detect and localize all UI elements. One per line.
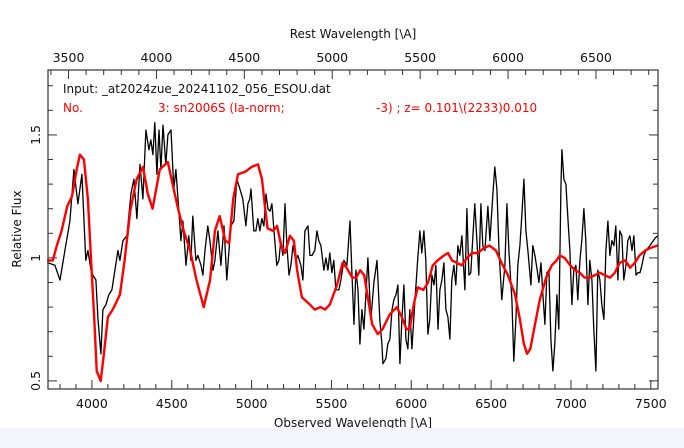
x2-tick-label: 6000 [492, 50, 524, 65]
x-tick-label: 5500 [316, 396, 348, 411]
y-tick-label: 1 [28, 254, 43, 262]
y-tick-label: 1.5 [28, 125, 43, 145]
x-tick-label: 6000 [395, 396, 427, 411]
x2-tick-label: 5500 [404, 50, 436, 65]
x2-tick-label: 6500 [580, 50, 612, 65]
x-tick-label: 7500 [635, 396, 667, 411]
legend-match-phase-redshift: -3) ; z= 0.101\(2233)0.010 [376, 101, 537, 115]
y-tick-label: 0.5 [28, 371, 43, 391]
legend-match-template: 3: sn2006S (Ia-norm; [158, 101, 285, 115]
y-axis-title: Relative Flux [10, 190, 24, 267]
plot-frame [47, 69, 659, 390]
input-spectrum-line [47, 121, 659, 372]
legend-match-number: No. [63, 101, 83, 115]
series-layer [46, 121, 659, 383]
legend-input-file: Input: _at2024zue_20241102_056_ESOU.dat [63, 82, 331, 96]
x-tick-label: 5000 [236, 396, 268, 411]
x-tick-label: 7000 [555, 396, 587, 411]
x2-axis-title: Rest Wavelength [\A] [290, 27, 417, 41]
x2-tick-label: 5000 [316, 50, 348, 65]
x-tick-label: 4000 [76, 396, 108, 411]
x2-tick-label: 3500 [53, 50, 85, 65]
x2-tick-label: 4500 [228, 50, 260, 65]
bottom-strip [0, 428, 684, 448]
x-tick-label: 6500 [475, 396, 507, 411]
tick-labels: 4000 4500 5000 5500 6000 6500 7000 7500 3500 4000… [28, 50, 667, 411]
spectrum-chart: 4000 4500 5000 5500 6000 6500 7000 7500 3500 4000… [10, 27, 667, 428]
template-fit-line [46, 153, 659, 383]
x2-tick-label: 4000 [141, 50, 173, 65]
x-tick-label: 4500 [156, 396, 188, 411]
axis-ticks [48, 70, 658, 389]
x-axis-title: Observed Wavelength [\A] [274, 416, 432, 428]
